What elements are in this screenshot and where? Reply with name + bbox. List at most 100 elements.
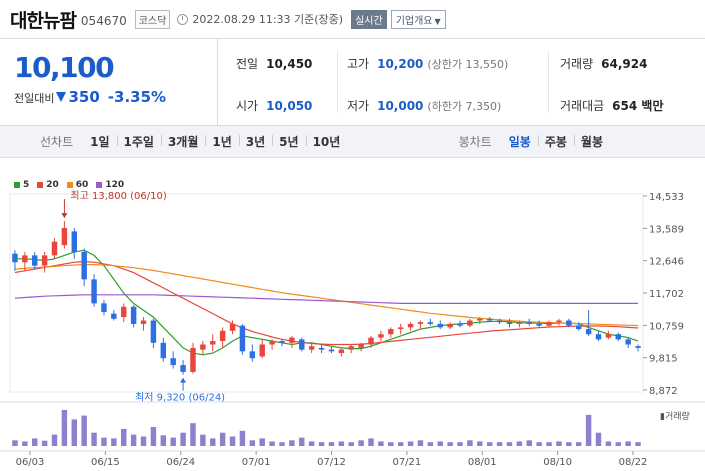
high-value: 10,200 xyxy=(377,56,424,71)
candle-body xyxy=(299,339,305,350)
tab-daily[interactable]: 일봉 xyxy=(508,135,531,149)
candle-chart-label: 봉차트 xyxy=(458,135,492,149)
volume-bar xyxy=(378,441,384,446)
volume-bar xyxy=(249,440,256,446)
y-tick-label: 9,815 xyxy=(649,354,678,365)
volume-bar xyxy=(338,441,345,446)
candle-body xyxy=(506,322,513,324)
market-badge: 코스닥 xyxy=(134,9,171,29)
tab-monthly[interactable]: 월봉 xyxy=(573,133,610,150)
volume-bar xyxy=(200,434,206,446)
tab-3month[interactable]: 3개월 xyxy=(160,133,205,150)
low-label: 저가 xyxy=(347,99,370,113)
tab-1year[interactable]: 1년 xyxy=(205,133,238,150)
volume-bar xyxy=(22,441,28,446)
legend-item: 20 xyxy=(37,180,59,190)
prev-close-value: 10,450 xyxy=(266,56,313,71)
candle-body xyxy=(546,322,552,326)
candle-body xyxy=(328,349,335,352)
lower-limit: (하한가 7,350) xyxy=(427,99,502,113)
x-tick-label: 06/03 xyxy=(16,457,45,468)
high-annotation: 최고 13,800 (06/10) xyxy=(70,190,166,202)
change-label: 전일대비 xyxy=(14,92,55,105)
upper-limit: (상한가 13,550) xyxy=(427,57,509,71)
candle-body xyxy=(101,303,107,312)
price-box: 10,100 전일대비 350 -3.35% xyxy=(0,39,218,126)
volume-bar xyxy=(526,440,532,446)
candle-body xyxy=(41,255,48,266)
high-label: 고가 xyxy=(347,57,370,71)
candle-body xyxy=(427,322,434,324)
stock-header: 대한뉴팜 054670 코스닥 2022.08.29 11:33 기준(장중) … xyxy=(0,0,705,38)
volume-bar xyxy=(407,441,414,446)
price-chart[interactable]: 14,533 13,589 12,646 11,702 10,759 9,815 8,872… xyxy=(0,170,705,471)
x-tick-label: 07/01 xyxy=(242,457,271,468)
volume-bar xyxy=(12,440,18,446)
candle-body xyxy=(71,231,78,252)
candle-body xyxy=(368,337,374,345)
candle-body xyxy=(51,241,58,256)
candle-body xyxy=(417,322,424,324)
timestamp: 2022.08.29 11:33 기준(장중) xyxy=(192,13,344,26)
prev-close-cell: 전일 10,450 xyxy=(236,55,312,72)
low-value: 10,000 xyxy=(377,98,424,113)
candle-body xyxy=(239,325,246,352)
candle-body xyxy=(61,227,68,246)
candle-body xyxy=(447,323,453,328)
volume-bar xyxy=(467,440,473,446)
candle-body xyxy=(338,349,345,354)
stock-name[interactable]: 대한뉴팜 xyxy=(10,9,77,32)
candle-body xyxy=(81,251,87,280)
tab-weekly[interactable]: 주봉 xyxy=(537,133,574,150)
x-tick-label: 08/22 xyxy=(619,457,648,468)
volume-bar xyxy=(615,442,621,446)
volume-bar xyxy=(625,441,631,446)
volume-bar xyxy=(111,438,117,446)
volume-bar xyxy=(81,415,87,446)
candle-body xyxy=(496,320,503,323)
candle-body xyxy=(635,346,641,348)
tab-5year[interactable]: 5년 xyxy=(272,133,305,150)
candle-body xyxy=(22,255,28,263)
volume-bar xyxy=(477,441,483,446)
x-tick-label: 07/21 xyxy=(392,457,421,468)
candle-body xyxy=(210,341,216,345)
tab-10year[interactable]: 10년 xyxy=(305,133,348,150)
candle-body xyxy=(556,320,562,323)
legend-swatch xyxy=(66,182,73,188)
volume-bar xyxy=(32,438,38,446)
down-arrow-icon xyxy=(56,92,67,102)
company-info-label: 기업개요 xyxy=(395,15,433,27)
realtime-button[interactable]: 실시간 xyxy=(351,9,387,29)
company-info-button[interactable]: 기업개요 ▼ xyxy=(390,9,446,29)
candle-body xyxy=(12,253,18,263)
volume-bar xyxy=(427,442,434,446)
chevron-down-icon: ▼ xyxy=(434,16,441,26)
ma-line-5 xyxy=(14,249,639,356)
volume-bar xyxy=(506,442,513,446)
legend-item: 120 xyxy=(96,180,124,190)
plot-frame xyxy=(9,193,644,393)
divider xyxy=(337,51,338,113)
candle-body xyxy=(180,365,186,372)
candle-body xyxy=(467,320,473,326)
y-tick-label: 11,702 xyxy=(649,289,684,300)
candle-body xyxy=(486,318,493,321)
volume-bar xyxy=(437,441,443,446)
volume-bar xyxy=(457,442,463,446)
volume-bar xyxy=(229,436,236,446)
change-row: 전일대비 350 -3.35% xyxy=(14,88,217,106)
y-tick-label: 13,589 xyxy=(649,224,684,235)
candle-body xyxy=(615,334,621,340)
volume-bar xyxy=(368,438,374,446)
tab-1day[interactable]: 1일 xyxy=(90,135,110,149)
volume-bar xyxy=(318,442,325,446)
tab-1week[interactable]: 1주일 xyxy=(116,133,161,150)
candle-body xyxy=(566,320,572,326)
legend-swatch xyxy=(96,182,103,188)
candle-body xyxy=(358,344,364,348)
candle-body xyxy=(378,334,384,338)
volume-bar xyxy=(566,442,572,446)
volume-bar xyxy=(556,441,562,446)
tab-3year[interactable]: 3년 xyxy=(238,133,272,150)
